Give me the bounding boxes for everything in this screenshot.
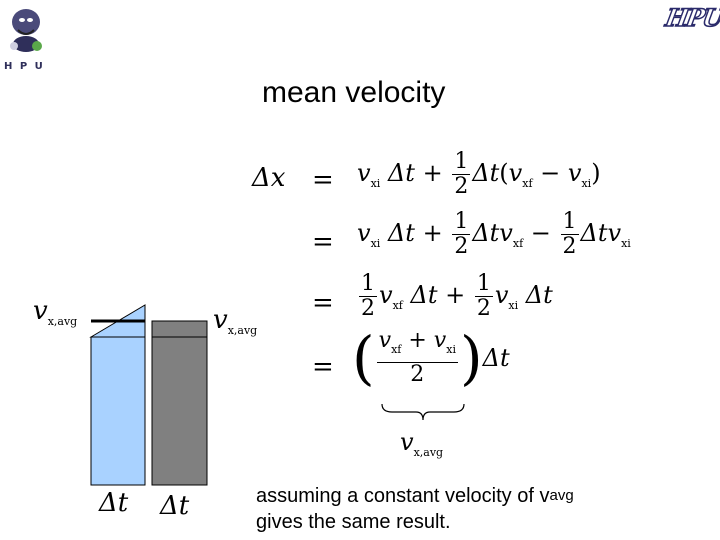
hpu-mascot-logo: H P U bbox=[4, 4, 48, 72]
caption: assuming a constant velocity of vavg giv… bbox=[256, 483, 574, 535]
panther-mascot-icon bbox=[10, 9, 42, 52]
eq-line-1-lhs: Δx bbox=[252, 163, 286, 193]
left-area-bar bbox=[90, 336, 146, 486]
logo-left-text: H P U bbox=[4, 61, 45, 72]
eq-line-3-rhs: 1 2 vxf Δt + 1 2 vxi Δt bbox=[359, 271, 553, 321]
eq-line-2-rhs: vxi Δt + 1 2 Δtvxf − 1 2 Δtvxi bbox=[357, 209, 631, 259]
caption-line-2: gives the same result. bbox=[256, 511, 451, 533]
page-title: mean velocity bbox=[262, 76, 446, 109]
left-dt-label: Δt bbox=[99, 488, 129, 518]
eq-sign-2: = bbox=[312, 227, 334, 257]
right-vavg-label: vx,avg bbox=[213, 305, 258, 337]
left-vavg-label: vx,avg bbox=[33, 296, 78, 328]
caption-line-1: assuming a constant velocity of vavg bbox=[256, 485, 574, 507]
eq-sign-3: = bbox=[312, 288, 334, 318]
hpu-logo: HPU bbox=[663, 2, 720, 33]
velocity-bars-diagram bbox=[89, 304, 208, 486]
underbrace-label: vx,avg bbox=[400, 428, 444, 459]
eq-line-4-rhs: (vxf + vxi 2)Δt bbox=[352, 324, 510, 392]
underbrace bbox=[381, 403, 465, 421]
eq-sign-1: = bbox=[312, 165, 334, 195]
eq-sign-4: = bbox=[312, 352, 334, 382]
right-area-bar bbox=[151, 320, 208, 486]
right-dt-label: Δt bbox=[160, 491, 190, 521]
logo-right-text: HPU bbox=[663, 2, 720, 33]
eq-line-1-rhs: vxi Δt + 1 2 Δt(vxf − vxi) bbox=[357, 149, 601, 199]
